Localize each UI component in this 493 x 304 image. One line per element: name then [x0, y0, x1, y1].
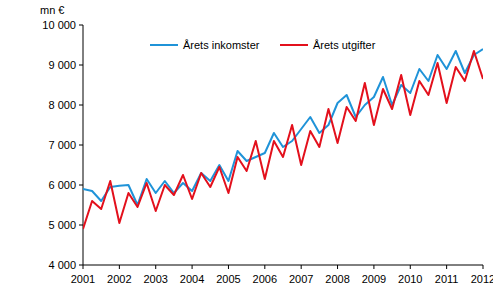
- x-tick: [228, 265, 229, 269]
- y-tick: [79, 65, 83, 66]
- legend-swatch: [280, 44, 308, 46]
- y-tick: [79, 25, 83, 26]
- x-tick: [373, 265, 374, 269]
- x-tick-label: 2009: [362, 273, 386, 285]
- y-tick-label: 4 000: [48, 259, 76, 271]
- x-tick-label: 2002: [107, 273, 131, 285]
- x-tick: [83, 265, 84, 269]
- x-tick-label: 2008: [325, 273, 349, 285]
- x-tick: [483, 265, 484, 269]
- x-tick: [155, 265, 156, 269]
- x-tick-label: 2003: [143, 273, 167, 285]
- x-tick-label: 2004: [180, 273, 204, 285]
- x-tick: [119, 265, 120, 269]
- y-tick: [79, 265, 83, 266]
- legend-label: Årets inkomster: [183, 39, 260, 51]
- x-tick: [192, 265, 193, 269]
- x-tick-label: 2012: [471, 273, 493, 285]
- x-tick: [264, 265, 265, 269]
- y-tick: [79, 145, 83, 146]
- x-tick: [410, 265, 411, 269]
- y-tick: [79, 225, 83, 226]
- y-tick: [79, 105, 83, 106]
- x-tick-label: 2006: [253, 273, 277, 285]
- y-tick-label: 9 000: [48, 59, 76, 71]
- series-line: [83, 49, 483, 205]
- y-tick-label: 10 000: [42, 19, 76, 31]
- y-tick: [79, 185, 83, 186]
- legend-swatch: [150, 44, 178, 46]
- chart: mn € 4 000 5 000 6 000 7 000 8 000 9 000 10 000…: [0, 0, 493, 304]
- legend-label: Årets utgifter: [313, 39, 376, 51]
- x-tick-label: 2011: [435, 273, 459, 285]
- x-tick-label: 2007: [289, 273, 313, 285]
- plot-area: [83, 49, 483, 229]
- y-axis-label: mn €: [40, 4, 64, 16]
- x-tick-label: 2010: [398, 273, 422, 285]
- x-tick-label: 2001: [71, 273, 95, 285]
- series-line: [83, 51, 483, 229]
- x-tick-label: 2005: [216, 273, 240, 285]
- x-tick: [446, 265, 447, 269]
- y-tick-label: 7 000: [48, 139, 76, 151]
- y-tick-label: 8 000: [48, 99, 76, 111]
- y-tick-label: 6 000: [48, 179, 76, 191]
- x-axis: [83, 265, 483, 266]
- x-tick: [301, 265, 302, 269]
- y-tick-label: 5 000: [48, 219, 76, 231]
- x-tick: [337, 265, 338, 269]
